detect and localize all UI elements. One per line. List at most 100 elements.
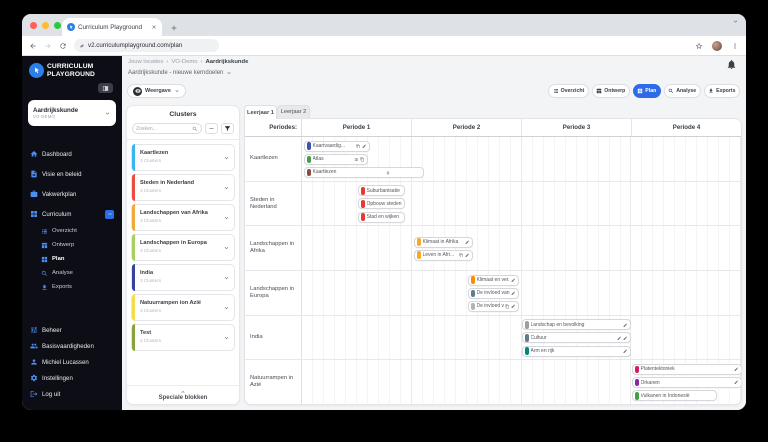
cluster-card-steden-in-nederland[interactable]: Steden in Nederland 3 Clusters bbox=[131, 174, 235, 201]
plan-cell[interactable] bbox=[631, 137, 741, 181]
view-pill-plan[interactable]: Plan bbox=[632, 84, 661, 98]
breadcrumb-item[interactable]: Jouw locaties bbox=[128, 59, 164, 65]
plan-chip[interactable]: Klimaat en ver... bbox=[468, 274, 519, 286]
cluster-card-natuurrampen-ion-azi-[interactable]: Natuurrampen ion Azië 3 Clusters bbox=[131, 294, 235, 321]
tab-close-icon[interactable] bbox=[151, 24, 157, 30]
plan-chip[interactable]: Opbouw steden bbox=[358, 198, 405, 210]
reload-icon[interactable] bbox=[59, 42, 67, 50]
plan-chip[interactable]: Landschap en bevolking bbox=[522, 319, 631, 331]
pencil-icon[interactable] bbox=[465, 253, 470, 258]
pencil-icon[interactable] bbox=[734, 367, 739, 372]
plan-chip[interactable]: Stad en wijken bbox=[358, 211, 405, 223]
plan-cell[interactable] bbox=[521, 181, 632, 226]
sidebar-item-plan[interactable]: Plan bbox=[22, 252, 122, 266]
cluster-card-landschappen-van-afrika[interactable]: Landschappen van Afrika 3 Clusters bbox=[131, 204, 235, 231]
plan-chip[interactable]: Orkanen bbox=[632, 377, 741, 389]
sidebar-item-ontwerp[interactable]: Ontwerp bbox=[22, 238, 122, 252]
view-pill-ontwerp[interactable]: Ontwerp bbox=[591, 84, 630, 98]
curriculum-version-selector[interactable]: Aardrijkskunde - nieuwe kerndoelen bbox=[128, 70, 232, 76]
view-pill-overzicht[interactable]: Overzicht bbox=[548, 84, 589, 98]
pencil-icon[interactable] bbox=[511, 291, 516, 296]
pencil-icon[interactable] bbox=[511, 278, 516, 283]
plan-cell[interactable] bbox=[411, 137, 522, 181]
sidebar-item-basisvaardigheden[interactable]: Basisvaardigheden bbox=[22, 338, 122, 354]
plan-cell[interactable] bbox=[302, 226, 412, 271]
profile-avatar[interactable] bbox=[712, 40, 722, 51]
sidebar-item-vakwerkplan[interactable]: Vakwerkplan bbox=[22, 184, 122, 204]
browser-tab[interactable]: Curriculum Playground bbox=[62, 18, 162, 36]
weergave-button[interactable]: Weergave bbox=[127, 84, 186, 98]
sidebar-item-beheer[interactable]: Beheer bbox=[22, 322, 122, 338]
new-tab-button[interactable] bbox=[170, 24, 178, 32]
url-bar[interactable]: v2.curriculumplayground.com/plan bbox=[74, 39, 219, 52]
tab-leerjaar-2[interactable]: Leerjaar 2 bbox=[277, 105, 310, 118]
plan-chip[interactable]: Platentektoniek bbox=[632, 363, 741, 375]
copy-icon[interactable] bbox=[360, 157, 365, 162]
plan-chip[interactable]: Klimaat in Afrika bbox=[414, 236, 473, 248]
list-icon[interactable] bbox=[354, 157, 359, 162]
plan-cell[interactable] bbox=[521, 271, 632, 315]
plan-chip[interactable]: Kaartlezen # bbox=[304, 166, 424, 178]
sidebar-item-visie-en-beleid[interactable]: Visie en beleid bbox=[22, 164, 122, 184]
plan-chip[interactable]: Leven in Afri... bbox=[414, 249, 473, 261]
plan-cell[interactable] bbox=[631, 315, 741, 360]
pencil-icon[interactable] bbox=[623, 336, 628, 341]
plan-cell[interactable] bbox=[302, 271, 412, 315]
view-pill-analyse[interactable]: Analyse bbox=[663, 84, 701, 98]
plan-cell[interactable] bbox=[521, 137, 632, 181]
pencil-icon[interactable] bbox=[623, 349, 628, 354]
plan-cell[interactable] bbox=[302, 360, 412, 404]
plan-chip[interactable]: Atlas bbox=[304, 153, 368, 165]
notifications-bell-icon[interactable] bbox=[726, 59, 737, 70]
plan-cell[interactable] bbox=[521, 360, 632, 404]
plan-chip[interactable]: Vulkanen in Indonesië bbox=[632, 390, 717, 402]
clusters-search-input[interactable]: Zoeken... bbox=[132, 123, 202, 134]
site-info-icon[interactable] bbox=[79, 43, 85, 49]
plan-cell[interactable] bbox=[631, 226, 741, 271]
close-window-button[interactable] bbox=[30, 22, 37, 29]
plan-cell[interactable] bbox=[302, 315, 412, 360]
copy-icon[interactable] bbox=[505, 304, 510, 309]
sidebar-item-analyse[interactable]: Analyse bbox=[22, 266, 122, 280]
plan-cell[interactable] bbox=[521, 226, 632, 271]
cluster-card-landschappen-in-europa[interactable]: Landschappen in Europa 3 Clusters bbox=[131, 234, 235, 261]
cluster-card-kaartlezen[interactable]: Kaartlezen 3 Clusters bbox=[131, 144, 235, 171]
pencil-icon[interactable] bbox=[511, 304, 516, 309]
browser-menu-icon[interactable] bbox=[731, 42, 739, 50]
copy-icon[interactable] bbox=[356, 144, 361, 149]
plan-cell[interactable] bbox=[411, 226, 522, 271]
maximize-window-button[interactable] bbox=[54, 22, 61, 29]
tab-leerjaar-1[interactable]: Leerjaar 1 bbox=[244, 105, 277, 119]
sidebar-collapse-button[interactable] bbox=[98, 83, 113, 93]
sidebar-item-dashboard[interactable]: Dashboard bbox=[22, 144, 122, 164]
pencil-icon[interactable] bbox=[734, 380, 739, 385]
speciale-blokken-button[interactable]: Speciale blokken bbox=[127, 385, 239, 404]
sidebar-item-michiel-lucassen[interactable]: Michiel Lucassen bbox=[22, 354, 122, 370]
collapse-all-button[interactable] bbox=[205, 123, 218, 134]
pencil-icon[interactable] bbox=[617, 336, 622, 341]
breadcrumb-item[interactable]: Aardrijkskunde bbox=[205, 59, 249, 65]
plan-chip[interactable]: Cultuur bbox=[522, 332, 631, 344]
app-logo[interactable]: CURRICULUM PLAYGROUND bbox=[29, 63, 95, 78]
plan-cell[interactable] bbox=[411, 315, 522, 360]
sidebar-item-exports[interactable]: Exports bbox=[22, 280, 122, 294]
pencil-icon[interactable] bbox=[362, 144, 367, 149]
pencil-icon[interactable] bbox=[623, 323, 628, 328]
plan-chip[interactable]: De invloed van... bbox=[468, 287, 519, 299]
sidebar-item-instellingen[interactable]: Instellingen bbox=[22, 370, 122, 386]
filter-button[interactable] bbox=[221, 123, 234, 134]
plan-chip[interactable]: Kaartvaardig... bbox=[304, 140, 370, 152]
plan-chip[interactable]: Arm en rijk bbox=[522, 345, 631, 357]
back-icon[interactable] bbox=[29, 42, 37, 50]
sidebar-item-overzicht[interactable]: Overzicht bbox=[22, 224, 122, 238]
plan-chip[interactable]: Suburbanisatie bbox=[358, 185, 405, 197]
plan-cell[interactable] bbox=[631, 181, 741, 226]
cluster-card-india[interactable]: India 3 Clusters bbox=[131, 264, 235, 291]
pencil-icon[interactable] bbox=[465, 240, 470, 245]
view-pill-exports[interactable]: Exports bbox=[703, 84, 740, 98]
minimize-window-button[interactable] bbox=[42, 22, 49, 29]
workspace-selector[interactable]: Aardrijkskunde VO-DEMO bbox=[28, 100, 116, 126]
plan-cell[interactable] bbox=[411, 181, 522, 226]
forward-icon[interactable] bbox=[44, 42, 52, 50]
copy-icon[interactable] bbox=[459, 253, 464, 258]
